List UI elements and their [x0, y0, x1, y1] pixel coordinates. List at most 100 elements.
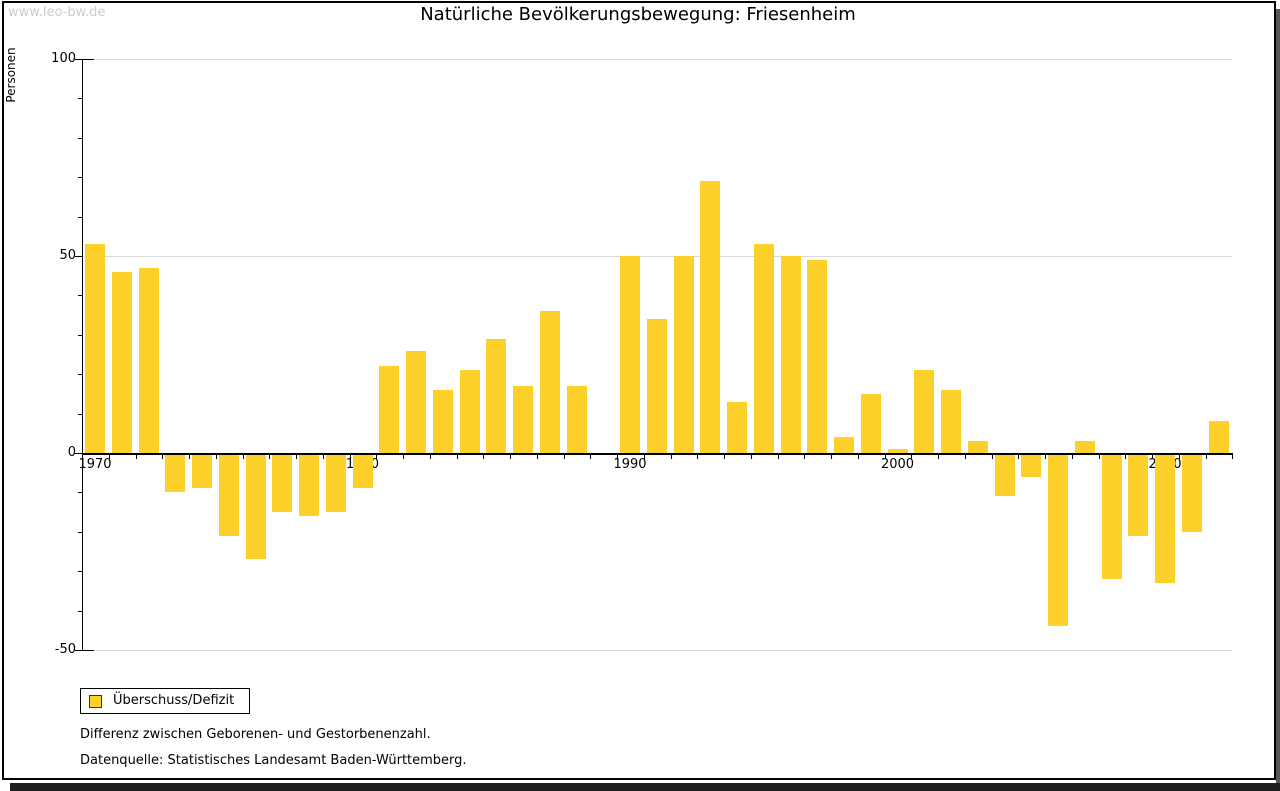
x-tick-24 — [724, 453, 725, 459]
x-tick-7 — [269, 453, 271, 459]
y-minor-tick-60 — [78, 216, 82, 218]
y-tick-0 — [75, 453, 82, 454]
bar-1984 — [459, 370, 480, 453]
x-tick-2 — [135, 453, 137, 459]
x-tick-15 — [483, 453, 485, 459]
x-tick-34 — [991, 453, 993, 459]
bar-2012 — [1208, 421, 1229, 453]
bar-1976 — [245, 453, 266, 560]
x-tick-41 — [1178, 453, 1180, 459]
bar-1982 — [406, 350, 426, 453]
x-tick-36 — [1045, 453, 1046, 459]
bar-1995 — [753, 244, 774, 453]
legend-box: Überschuss/Defizit — [80, 688, 250, 714]
x-tick-42 — [1205, 453, 1207, 459]
x-tick-20 — [617, 453, 618, 459]
bar-2003 — [967, 441, 988, 453]
bar-1970 — [85, 244, 105, 453]
x-tick-3 — [162, 453, 164, 459]
y-minor-tick-70 — [78, 177, 82, 179]
bar-1988 — [566, 386, 587, 453]
x-tick-25 — [750, 453, 752, 459]
y-tick-label-100: 100 — [51, 51, 76, 66]
x-tick-5 — [215, 453, 217, 459]
x-tick-19 — [590, 453, 592, 459]
x-tick-37 — [1071, 453, 1073, 459]
bar-1983 — [432, 389, 453, 453]
bar-2004 — [994, 453, 1015, 497]
y-minor-tick-10 — [78, 413, 82, 415]
bar-2007 — [1074, 441, 1095, 453]
frame-shadow-right — [1276, 9, 1280, 791]
x-tick-30 — [884, 453, 886, 459]
y-minor-tick-90 — [78, 98, 82, 100]
y-axis-line — [82, 59, 83, 650]
x-tick-label-1990: 1990 — [613, 457, 647, 472]
x-tick-4 — [189, 453, 190, 459]
y-tick-label-0: 0 — [67, 445, 76, 460]
y-minor-tick--40 — [78, 610, 82, 612]
y-minor-tick-20 — [78, 374, 82, 376]
y-tick-50 — [75, 256, 82, 257]
bar-1987 — [539, 311, 560, 453]
x-tick-label-1970: 1970 — [78, 457, 112, 472]
bar-2002 — [941, 389, 961, 453]
x-tick-31 — [911, 453, 913, 459]
bar-1991 — [646, 319, 667, 453]
bar-1981 — [379, 366, 400, 453]
y-tick--50 — [75, 650, 82, 651]
footnote-definition: Differenz zwischen Geborenen- und Gestor… — [80, 727, 431, 742]
y-tick-label-50: 50 — [59, 248, 76, 263]
x-tick-18 — [563, 453, 565, 459]
x-tick-17 — [536, 453, 538, 459]
y-minor-tick-80 — [78, 137, 82, 139]
footnote-source: Datenquelle: Statistisches Landesamt Bad… — [80, 753, 467, 768]
y-minor-tick--30 — [78, 571, 82, 573]
x-tick-40 — [1152, 453, 1153, 459]
y-axis-top-corner — [82, 59, 94, 60]
bar-1971 — [111, 271, 132, 453]
gridline--50 — [82, 650, 1232, 651]
bar-1973 — [165, 453, 186, 493]
x-tick-1 — [108, 453, 110, 459]
x-tick-26 — [777, 453, 779, 459]
bar-1998 — [834, 437, 854, 453]
bar-1985 — [486, 338, 507, 453]
x-tick-28 — [831, 453, 832, 459]
bar-2005 — [1021, 453, 1042, 477]
x-tick-8 — [296, 453, 297, 459]
legend-label: Überschuss/Defizit — [113, 693, 235, 708]
bar-1979 — [325, 453, 346, 513]
frame-shadow-bottom — [10, 783, 1280, 791]
y-tick-100 — [75, 59, 82, 60]
bar-1978 — [299, 453, 319, 517]
x-tick-43 — [1232, 453, 1234, 459]
x-tick-22 — [670, 453, 672, 459]
y-minor-tick-30 — [78, 334, 82, 336]
x-tick-11 — [376, 453, 378, 459]
x-axis-line — [82, 452, 1232, 455]
bar-1975 — [218, 453, 239, 536]
bar-2000 — [887, 449, 908, 453]
x-tick-12 — [403, 453, 404, 459]
bar-2006 — [1048, 453, 1068, 627]
y-tick-label--50: -50 — [54, 642, 76, 657]
x-tick-27 — [804, 453, 806, 459]
bar-1996 — [780, 256, 801, 453]
gridline-100 — [82, 59, 1232, 60]
bar-1999 — [860, 393, 881, 453]
x-tick-9 — [322, 453, 324, 459]
x-tick-14 — [456, 453, 458, 459]
bar-2011 — [1181, 453, 1202, 532]
bar-2010 — [1155, 453, 1175, 584]
x-tick-39 — [1125, 453, 1127, 459]
bar-1974 — [192, 453, 212, 489]
x-tick-label-2000: 2000 — [880, 457, 915, 472]
x-tick-0 — [82, 453, 83, 459]
x-tick-35 — [1018, 453, 1020, 459]
x-tick-10 — [349, 453, 351, 459]
x-tick-32 — [938, 453, 939, 459]
watermark: www.leo-bw.de — [8, 5, 106, 20]
